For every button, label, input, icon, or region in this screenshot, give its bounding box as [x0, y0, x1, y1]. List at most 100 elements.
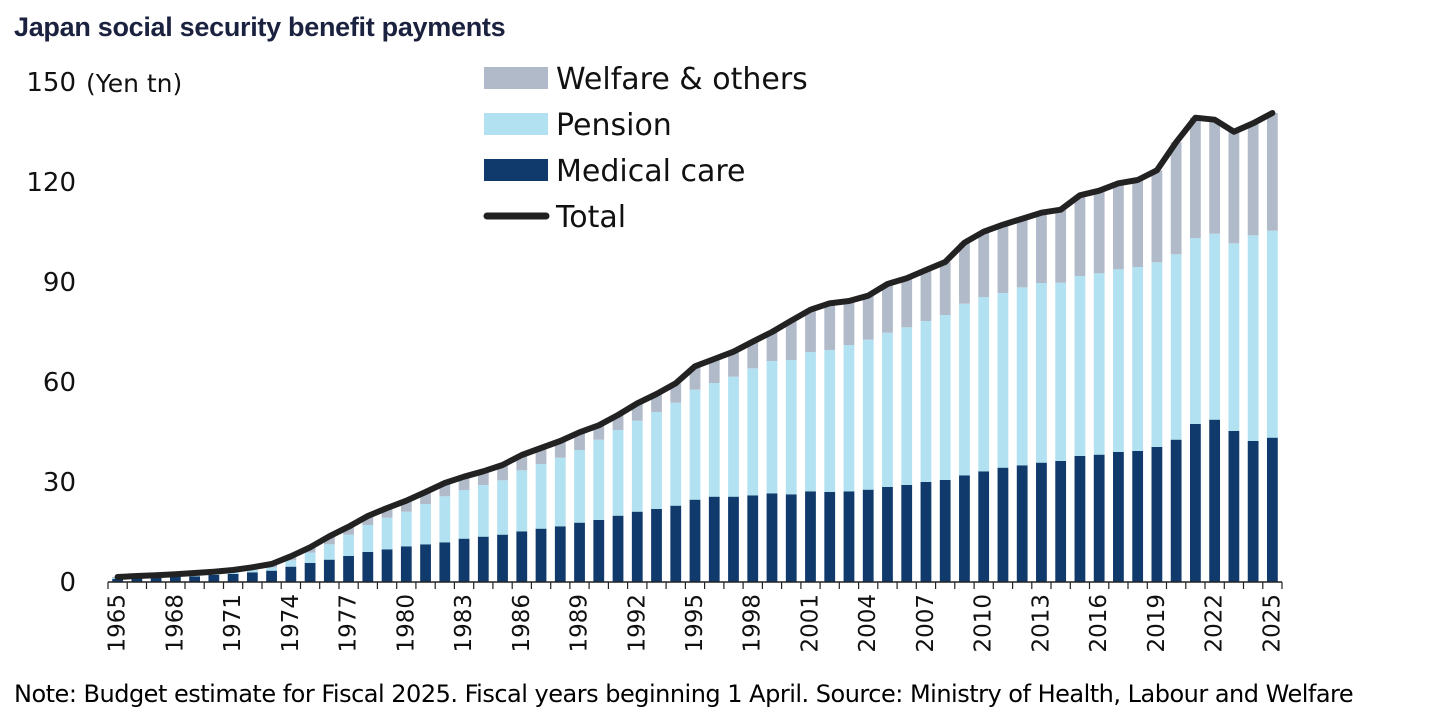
bar-pension-2007 [920, 321, 932, 482]
x-tick-label-1995: 1995 [682, 594, 708, 653]
bar-welfare-others-2000 [785, 320, 797, 360]
y-tick-label-150: 150 [26, 68, 76, 98]
bar-medical-care-1987 [535, 528, 547, 582]
bar-welfare-others-2004 [862, 295, 874, 340]
legend-swatch-medical-care [484, 159, 548, 181]
bar-pension-1997 [728, 376, 739, 497]
bar-pension-1987 [535, 464, 547, 529]
bar-pension-1976 [323, 544, 335, 560]
bar-medical-care-1990 [593, 520, 605, 582]
bar-pension-1995 [689, 389, 701, 500]
bar-medical-care-2015 [1074, 456, 1086, 582]
bar-welfare-others-2008 [939, 262, 951, 315]
bar-welfare-others-1984 [477, 471, 489, 485]
bar-medical-care-1965 [112, 579, 124, 582]
bar-medical-care-2006 [901, 485, 913, 582]
bar-pension-2002 [824, 350, 836, 492]
bar-pension-1977 [343, 534, 354, 556]
bar-medical-care-1967 [150, 577, 162, 582]
bar-welfare-others-2011 [997, 224, 1009, 293]
x-tick-label-1965: 1965 [105, 594, 131, 653]
bar-pension-2011 [997, 293, 1009, 468]
bar-pension-2022 [1209, 233, 1221, 420]
x-tick-label-1977: 1977 [336, 594, 362, 653]
bar-welfare-others-2021 [1190, 117, 1201, 238]
bar-medical-care-2025 [1266, 437, 1278, 582]
bar-pension-2016 [1093, 273, 1105, 455]
legend-label-medical-care: Medical care [556, 154, 745, 189]
bar-pension-2017 [1113, 269, 1124, 452]
bar-welfare-others-1978 [362, 516, 374, 525]
x-tick-label-1971: 1971 [220, 594, 246, 653]
bar-welfare-others-2010 [978, 231, 990, 297]
bar-welfare-others-1982 [439, 483, 451, 497]
bar-welfare-others-1985 [497, 465, 508, 481]
bar-medical-care-2020 [1170, 439, 1182, 582]
bar-medical-care-2003 [843, 491, 855, 582]
bar-welfare-others-1998 [747, 341, 759, 369]
y-tick-label-60: 60 [43, 368, 76, 398]
bar-medical-care-1993 [651, 509, 662, 582]
bar-welfare-others-2019 [1151, 170, 1163, 263]
y-axis-unit-label: (Yen tn) [86, 69, 182, 98]
bar-medical-care-1981 [420, 544, 431, 582]
bar-pension-1974 [285, 560, 297, 567]
bar-pension-2008 [939, 315, 951, 480]
bar-medical-care-1985 [497, 534, 508, 582]
bar-pension-1986 [516, 470, 528, 532]
bar-welfare-others-2020 [1170, 142, 1182, 255]
bar-medical-care-1983 [458, 538, 470, 582]
x-tick-label-1992: 1992 [624, 594, 650, 653]
x-tick-label-2013: 2013 [1028, 594, 1054, 653]
x-tick-label-1983: 1983 [451, 594, 477, 653]
y-axis: 0 30 60 90 120 150 [26, 68, 76, 598]
x-tick-label-2025: 2025 [1259, 594, 1285, 653]
bar-pension-2010 [978, 297, 990, 472]
bar-medical-care-1972 [246, 572, 258, 582]
y-tick-label-30: 30 [43, 468, 76, 498]
bar-medical-care-1994 [670, 505, 682, 582]
bar-welfare-others-1994 [670, 383, 682, 403]
bar-pension-2003 [843, 345, 855, 492]
x-tick-label-1968: 1968 [162, 594, 188, 653]
bar-medical-care-2007 [920, 482, 932, 582]
bar-medical-care-1973 [266, 570, 277, 582]
bar-pension-1999 [766, 361, 778, 494]
bar-medical-care-1977 [343, 556, 354, 582]
bar-welfare-others-1986 [516, 455, 528, 471]
bar-medical-care-1970 [208, 575, 220, 582]
bar-medical-care-1976 [323, 559, 335, 582]
bar-welfare-others-2018 [1132, 180, 1144, 267]
bar-welfare-others-2016 [1093, 190, 1105, 274]
bar-pension-2021 [1190, 238, 1201, 424]
bar-medical-care-1975 [304, 563, 316, 582]
bar-welfare-others-2025 [1266, 113, 1278, 231]
bar-welfare-others-2017 [1113, 183, 1124, 270]
bar-medical-care-1966 [131, 578, 143, 582]
legend-label-welfare-others: Welfare & others [556, 62, 808, 97]
bar-medical-care-1979 [381, 549, 393, 582]
bar-pension-1981 [420, 504, 431, 545]
x-tick-label-2004: 2004 [855, 594, 881, 653]
bar-medical-care-2023 [1228, 431, 1240, 582]
bar-pension-1991 [612, 430, 624, 516]
bar-welfare-others-2001 [805, 309, 816, 352]
bar-medical-care-2002 [824, 492, 836, 582]
bar-pension-2000 [785, 360, 797, 495]
bar-welfare-others-1979 [381, 508, 393, 518]
y-tick-label-120: 120 [26, 168, 76, 198]
bar-medical-care-1974 [285, 566, 297, 582]
bar-welfare-others-2003 [843, 301, 855, 345]
bar-welfare-others-1990 [593, 425, 605, 440]
x-tick-label-2001: 2001 [798, 594, 824, 653]
x-axis: 1965 1968 1971 1974 1977 1980 1983 1986 1989 1992… [105, 581, 1285, 653]
bar-medical-care-2008 [939, 480, 951, 582]
bar-medical-care-1986 [516, 531, 528, 582]
x-tick-label-2019: 2019 [1144, 594, 1170, 653]
bar-welfare-others-1983 [458, 476, 470, 490]
bar-medical-care-2021 [1190, 424, 1201, 582]
bar-medical-care-2005 [882, 487, 893, 582]
bar-medical-care-1988 [554, 526, 566, 582]
bar-medical-care-1980 [400, 546, 412, 582]
bar-welfare-others-2022 [1209, 119, 1221, 234]
